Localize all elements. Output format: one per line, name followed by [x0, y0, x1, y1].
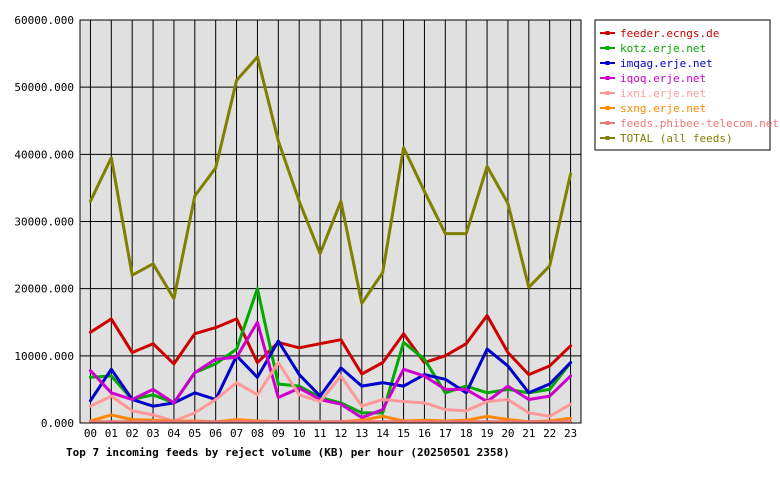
y-tick-label: 0.000 [41, 417, 74, 430]
x-tick-label: 10 [293, 427, 306, 440]
legend: feeder.ecngs.de kotz.erje.net imqag.erje.n… [594, 19, 779, 151]
axis-labels: 0.000 10000.000 20000.000 30000.000 40000.00… [14, 14, 577, 440]
x-tick-label: 08 [251, 427, 264, 440]
legend-item: feeds.phibee-telecom.net [600, 117, 779, 130]
x-tick-label: 20 [501, 427, 514, 440]
x-tick-label: 07 [230, 427, 243, 440]
legend-marker [605, 46, 610, 50]
legend-item: ixni.erje.net [600, 87, 706, 100]
x-tick-label: 04 [167, 427, 181, 440]
legend-marker [605, 31, 610, 35]
y-tick-label: 40000.000 [14, 148, 74, 161]
y-tick-label: 20000.000 [14, 283, 74, 296]
legend-marker [605, 136, 610, 140]
x-tick-label: 06 [209, 427, 222, 440]
legend-item: imqag.erje.net [600, 57, 713, 70]
plot-border [79, 19, 582, 424]
legend-marker [605, 76, 610, 80]
legend-label: sxng.erje.net [620, 102, 706, 115]
x-tick-label: 09 [272, 427, 285, 440]
series-line-imqag-erje-net [88, 339, 573, 408]
x-tick-label: 03 [146, 427, 159, 440]
series-layer [88, 55, 573, 424]
series-line-feeder-ecngs-de [88, 314, 573, 377]
y-tick-label: 10000.000 [14, 350, 74, 363]
x-tick-label: 16 [418, 427, 431, 440]
x-tick-label: 19 [480, 427, 493, 440]
x-tick-label: 21 [522, 427, 535, 440]
y-tick-label: 60000.000 [14, 14, 74, 27]
legend-label: ixni.erje.net [620, 87, 706, 100]
legend-item: feeder.ecngs.de [600, 27, 719, 40]
x-tick-label: 14 [376, 427, 390, 440]
x-tick-label: 22 [543, 427, 556, 440]
x-tick-label: 00 [84, 427, 97, 440]
legend-item: iqoq.erje.net [600, 72, 706, 85]
legend-box [594, 19, 771, 151]
legend-label: kotz.erje.net [620, 42, 706, 55]
legend-marker [605, 61, 610, 65]
x-tick-label: 11 [313, 427, 326, 440]
x-tick-label: 01 [105, 427, 118, 440]
x-tick-label: 17 [439, 427, 452, 440]
legend-marker [605, 91, 610, 95]
legend-item: sxng.erje.net [600, 102, 706, 115]
series-line-iqoq-erje-net [88, 320, 573, 420]
legend-marker [605, 106, 610, 110]
y-tick-label: 50000.000 [14, 81, 74, 94]
x-tick-label: 23 [564, 427, 577, 440]
legend-label: imqag.erje.net [620, 57, 713, 70]
x-tick-label: 13 [355, 427, 368, 440]
legend-label: feeds.phibee-telecom.net [620, 117, 779, 130]
y-tick-label: 30000.000 [14, 216, 74, 229]
x-tick-label: 15 [397, 427, 410, 440]
x-tick-label: 05 [188, 427, 201, 440]
legend-label: feeder.ecngs.de [620, 27, 719, 40]
grid-layer [80, 20, 581, 423]
legend-item: kotz.erje.net [600, 42, 706, 55]
legend-item: TOTAL (all feeds) [600, 132, 733, 145]
x-tick-label: 18 [460, 427, 473, 440]
legend-label: iqoq.erje.net [620, 72, 706, 85]
legend-label: TOTAL (all feeds) [620, 132, 733, 145]
chart-title: Top 7 incoming feeds by reject volume (K… [66, 446, 510, 459]
x-tick-label: 12 [334, 427, 347, 440]
legend-marker [605, 121, 610, 125]
series-line-total-all-feeds- [88, 55, 573, 305]
x-tick-label: 02 [126, 427, 139, 440]
